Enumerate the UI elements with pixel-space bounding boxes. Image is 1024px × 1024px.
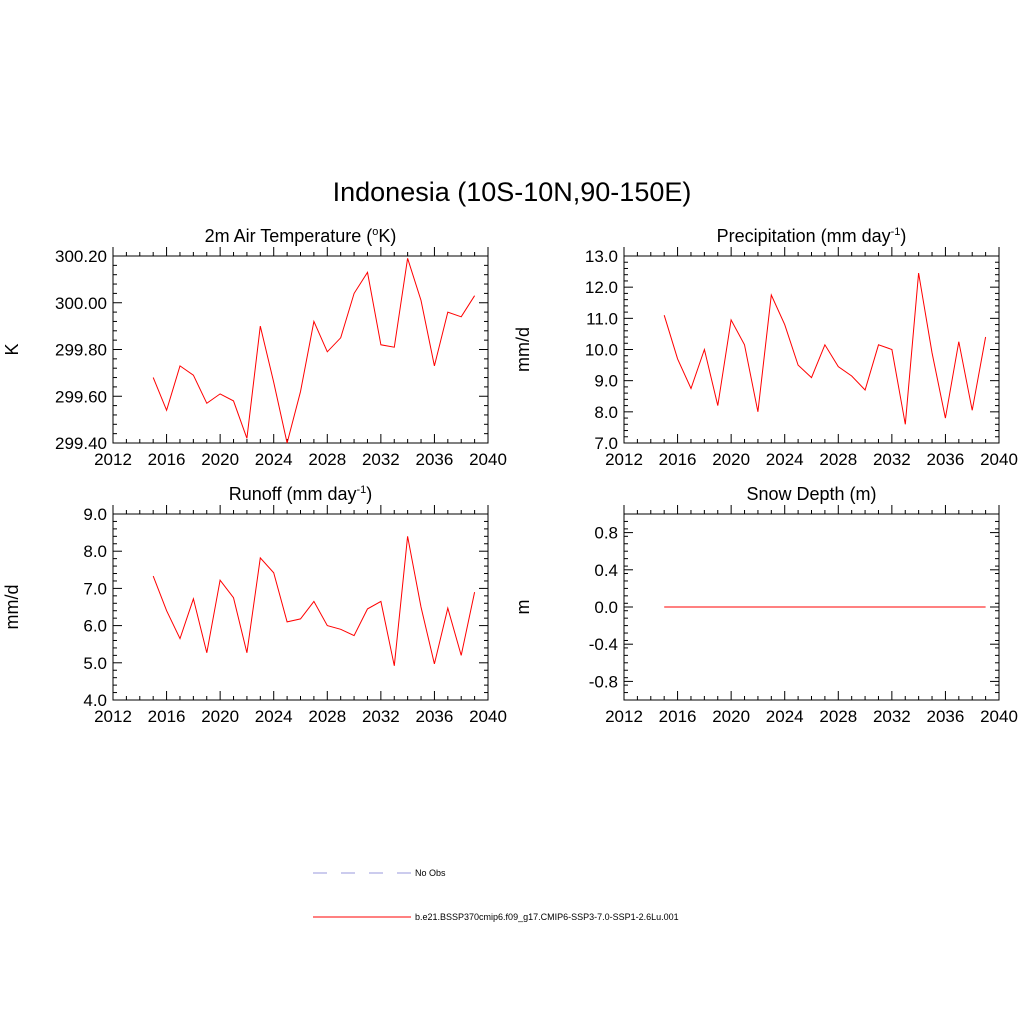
x-tick-label: 2016 xyxy=(659,450,697,469)
panel-title: Runoff (mm day-1) xyxy=(229,484,373,504)
y-tick-label: 10.0 xyxy=(585,341,618,360)
x-tick-label: 2032 xyxy=(362,450,400,469)
y-tick-label: 13.0 xyxy=(585,247,618,266)
y-tick-label: 300.00 xyxy=(55,294,107,313)
x-tick-label: 2040 xyxy=(469,450,507,469)
x-tick-label: 2016 xyxy=(148,707,186,726)
x-tick-label: 2016 xyxy=(659,707,697,726)
legend-label-2: b.e21.BSSP370cmip6.f09_g17.CMIP6-SSP3-7.… xyxy=(415,912,679,922)
y-axis-label: K xyxy=(2,343,22,355)
y-tick-label: 8.0 xyxy=(594,403,618,422)
x-tick-label: 2040 xyxy=(980,707,1018,726)
x-tick-label: 2028 xyxy=(308,707,346,726)
x-tick-label: 2028 xyxy=(308,450,346,469)
x-tick-label: 2016 xyxy=(148,450,186,469)
x-tick-label: 2020 xyxy=(201,450,239,469)
x-tick-label: 2020 xyxy=(201,707,239,726)
x-tick-label: 2028 xyxy=(819,450,857,469)
x-tick-label: 2036 xyxy=(416,450,454,469)
legend: No Obs b.e21.BSSP370cmip6.f09_g17.CMIP6-S… xyxy=(313,868,679,922)
x-tick-label: 2024 xyxy=(766,707,804,726)
x-tick-label: 2036 xyxy=(416,707,454,726)
x-tick-label: 2020 xyxy=(712,707,750,726)
x-tick-label: 2032 xyxy=(873,450,911,469)
y-tick-label: 4.0 xyxy=(83,691,107,710)
y-tick-label: -0.4 xyxy=(589,635,618,654)
x-tick-label: 2032 xyxy=(362,707,400,726)
x-tick-label: 2020 xyxy=(712,450,750,469)
series-line-1 xyxy=(152,536,476,666)
y-tick-label: 11.0 xyxy=(586,309,618,328)
panel-title: Snow Depth (m) xyxy=(746,484,876,504)
y-tick-label: 8.0 xyxy=(83,542,107,561)
x-tick-label: 2012 xyxy=(94,707,132,726)
plot-frame xyxy=(112,255,489,444)
y-tick-label: 300.20 xyxy=(55,247,107,266)
legend-label-1: No Obs xyxy=(415,868,446,878)
y-tick-label: 0.4 xyxy=(594,561,618,580)
x-tick-label: 2012 xyxy=(605,450,643,469)
plot-frame xyxy=(112,513,489,701)
panel-title: Precipitation (mm day-1) xyxy=(717,226,907,246)
x-tick-label: 2036 xyxy=(927,707,965,726)
y-tick-label: 299.80 xyxy=(55,341,107,360)
series-line-1 xyxy=(152,258,476,444)
y-tick-label: 5.0 xyxy=(83,654,107,673)
x-tick-label: 2040 xyxy=(980,450,1018,469)
x-tick-label: 2012 xyxy=(605,707,643,726)
y-tick-label: 7.0 xyxy=(83,579,107,598)
chart-panel-1: 2012 2016 2020 2024 2028 2032 2036 2040 299.40 29… xyxy=(2,226,507,469)
y-axis-label: mm/d xyxy=(513,327,533,372)
chart-panel-2: 2012 2016 2020 2024 2028 2032 2036 2040 7.0 8.0 9.… xyxy=(513,226,1018,469)
y-tick-label: 7.0 xyxy=(594,434,618,453)
x-tick-label: 2024 xyxy=(255,707,293,726)
y-tick-label: -0.8 xyxy=(589,672,618,691)
x-tick-label: 2036 xyxy=(927,450,965,469)
y-tick-label: 0.8 xyxy=(594,524,618,543)
x-tick-label: 2024 xyxy=(255,450,293,469)
x-tick-label: 2024 xyxy=(766,450,804,469)
y-tick-label: 0.0 xyxy=(594,598,618,617)
series-line-1 xyxy=(663,273,987,425)
chart-panel-3: 2012 2016 2020 2024 2028 2032 2036 2040 4.0 5.0 6.… xyxy=(2,484,507,726)
y-axis-label: mm/d xyxy=(2,585,22,630)
y-tick-label: 9.0 xyxy=(594,372,618,391)
chart-panel-4: 2012 2016 2020 2024 2028 2032 2036 2040 -0.8 -0.4… xyxy=(513,484,1018,726)
x-tick-label: 2012 xyxy=(94,450,132,469)
y-tick-label: 6.0 xyxy=(83,617,107,636)
y-tick-label: 12.0 xyxy=(585,278,618,297)
x-tick-label: 2040 xyxy=(469,707,507,726)
y-tick-label: 299.40 xyxy=(55,434,107,453)
y-tick-label: 299.60 xyxy=(55,387,107,406)
y-axis-label: m xyxy=(513,600,533,615)
plot-frame xyxy=(623,255,1000,444)
main-title: Indonesia (10S-10N,90-150E) xyxy=(333,177,692,207)
x-tick-label: 2032 xyxy=(873,707,911,726)
panel-title: 2m Air Temperature (oK) xyxy=(205,226,397,246)
x-tick-label: 2028 xyxy=(819,707,857,726)
y-tick-label: 9.0 xyxy=(83,505,107,524)
chart-panels: 2012 2016 2020 2024 2028 2032 2036 2040 299.40 29… xyxy=(2,226,1018,726)
